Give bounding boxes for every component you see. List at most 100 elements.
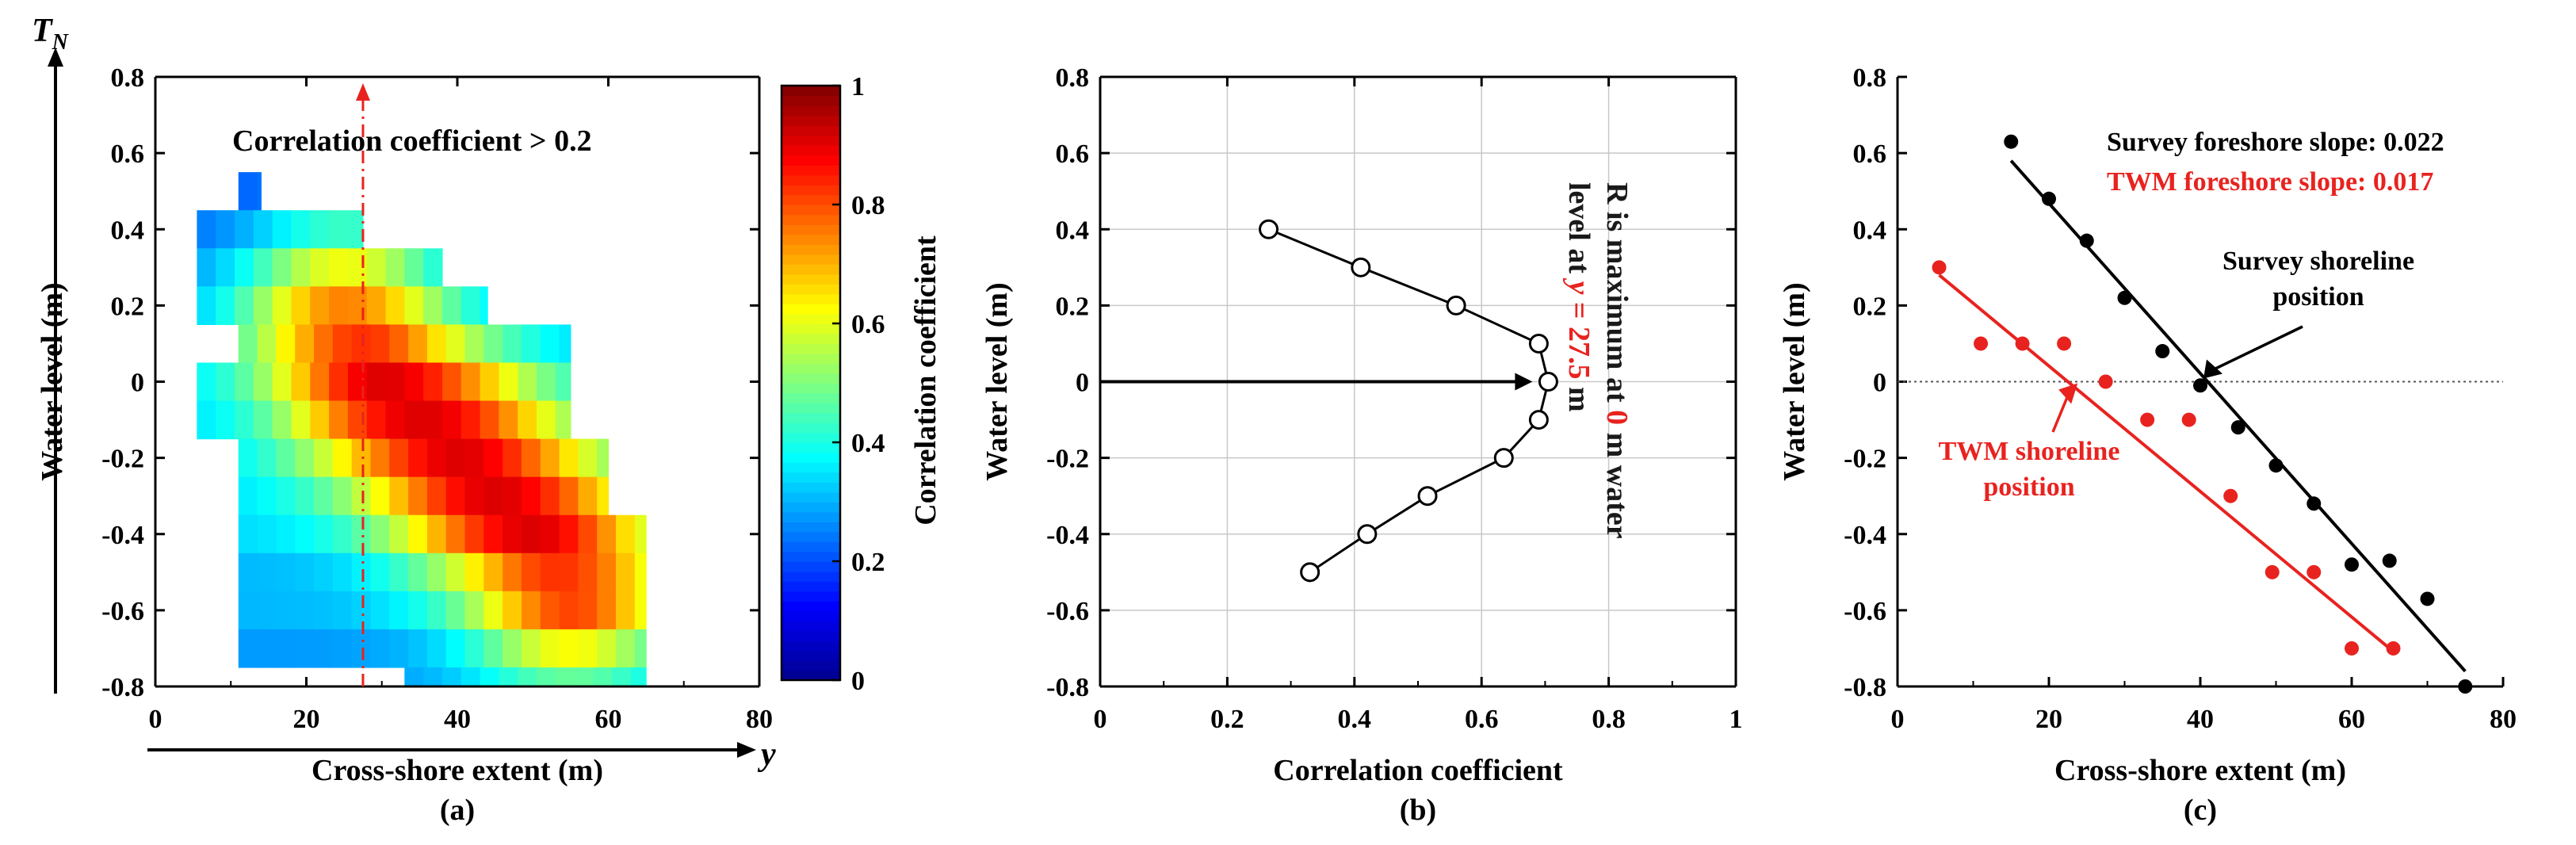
correlation-point: [1493, 448, 1514, 468]
heatmap-cell: [404, 362, 424, 402]
x-tick-label: 20: [293, 705, 320, 734]
colorbar-frame: [780, 84, 842, 682]
heatmap-cell: [370, 476, 390, 516]
heatmap-cell: [276, 438, 296, 478]
heatmap-cell: [351, 591, 372, 630]
heatmap-cell: [332, 591, 353, 630]
heatmap-cell: [499, 667, 518, 687]
heatmap-cell: [464, 476, 484, 516]
colorbar-tick-label: 0.2: [851, 548, 885, 577]
heatmap-cell: [351, 438, 372, 478]
correlation-point: [1528, 410, 1549, 430]
heatmap-cell: [238, 591, 258, 630]
heatmap-cell: [578, 438, 598, 478]
heatmap-cell: [521, 552, 541, 592]
r-max-annotation-segment: m: [1562, 380, 1596, 412]
correlation-point: [1357, 524, 1378, 545]
heatmap-cell: [276, 591, 296, 630]
heatmap-cell: [310, 248, 330, 287]
heatmap-cell: [423, 667, 443, 687]
twm-point: [2386, 640, 2401, 656]
colorbar-segment: [782, 412, 840, 423]
colorbar-segment: [782, 630, 840, 641]
heatmap-cell: [291, 248, 311, 287]
heatmap-cell: [540, 476, 560, 516]
heatmap-cell: [521, 629, 541, 668]
survey-shoreline-label: position: [2272, 282, 2364, 312]
colorbar-segment: [782, 125, 840, 136]
colorbar-segment: [782, 581, 840, 592]
heatmap-cell: [347, 362, 368, 402]
heatmap-cell: [464, 438, 484, 478]
heatmap-cell: [329, 362, 349, 402]
heatmap-cell: [537, 362, 556, 402]
heatmap-cell: [314, 324, 334, 364]
heatmap-cell: [521, 591, 541, 630]
survey-point: [2458, 679, 2473, 694]
heatmap-cell: [631, 667, 647, 687]
colorbar-segment: [782, 640, 840, 652]
x-axis-title: Correlation coefficient: [1273, 754, 1563, 787]
heatmap-cell: [616, 552, 636, 592]
y-tick-label: -0.6: [1046, 597, 1089, 626]
heatmap-cell: [597, 476, 610, 516]
colorbar-segment: [782, 650, 840, 661]
colorbar-segment: [782, 422, 840, 434]
y-tick-label: 0.8: [1853, 63, 1887, 93]
colorbar-segment: [782, 234, 840, 245]
heatmap-cell: [257, 324, 277, 364]
axes: 0.80.60.40.20-0.2-0.4-0.6-0.80 20 40 60 80Wa…: [36, 63, 773, 827]
heatmap-cell: [295, 476, 315, 516]
correlation-profile-line: [1267, 228, 1550, 574]
heatmap-cell: [464, 591, 484, 630]
heatmap-cell: [370, 591, 390, 630]
heatmap-cell: [351, 476, 372, 516]
heatmap-cell: [351, 552, 372, 592]
y-tick-label: -0.4: [1046, 521, 1089, 550]
twm-shoreline-label: TWM shoreline: [1939, 437, 2120, 466]
heatmap-cell: [257, 552, 277, 592]
heatmap-cell: [235, 362, 254, 402]
heatmap-cell: [441, 400, 462, 440]
correlation-point: [1528, 333, 1549, 354]
twm-shoreline-arrowhead: [2058, 383, 2078, 404]
heatmap-cell: [616, 591, 636, 630]
heatmap-cell: [314, 476, 334, 516]
colorbar-segment: [782, 482, 840, 493]
colorbar-segment: [782, 333, 840, 344]
heatmap-cell: [257, 514, 277, 554]
colorbar-segment: [782, 284, 840, 295]
heatmap-cell: [408, 552, 428, 592]
heatmap-cell: [597, 629, 617, 668]
heatmap-cell: [521, 514, 541, 554]
heatmap-cell: [559, 514, 579, 554]
heatmap-cell: [559, 476, 579, 516]
heatmap-cell: [238, 629, 258, 668]
y-tick-label: 0.8: [1056, 63, 1090, 93]
heatmap-cell: [370, 324, 390, 364]
x-tick-label: 0: [1891, 705, 1905, 734]
heatmap-cell: [295, 324, 315, 364]
heatmap-cell: [238, 324, 258, 364]
heatmap-cell: [314, 591, 334, 630]
y-tick-label: 0: [1873, 369, 1886, 398]
colorbar-tick-label: 0: [851, 667, 865, 696]
correlation-point: [1446, 295, 1466, 315]
y-tick-label: 0.4: [1056, 216, 1090, 245]
heatmap-cell: [555, 667, 575, 687]
heatmap-cell: [408, 629, 428, 668]
colorbar-segment: [782, 551, 840, 562]
twm-point: [2265, 564, 2280, 579]
survey-point: [2155, 344, 2170, 359]
heatmap-cell: [464, 324, 484, 364]
heatmap-cell: [464, 514, 484, 554]
heatmap-cell: [272, 248, 292, 287]
survey-point: [2004, 134, 2019, 149]
y-tick-label: 0: [1076, 369, 1089, 398]
heatmap-cell: [559, 591, 579, 630]
heatmap-cell: [351, 514, 372, 554]
colorbar-segment: [782, 442, 840, 453]
heatmap-cell: [332, 514, 353, 554]
heatmap-cell: [521, 324, 541, 364]
heatmap-cell: [521, 438, 541, 478]
